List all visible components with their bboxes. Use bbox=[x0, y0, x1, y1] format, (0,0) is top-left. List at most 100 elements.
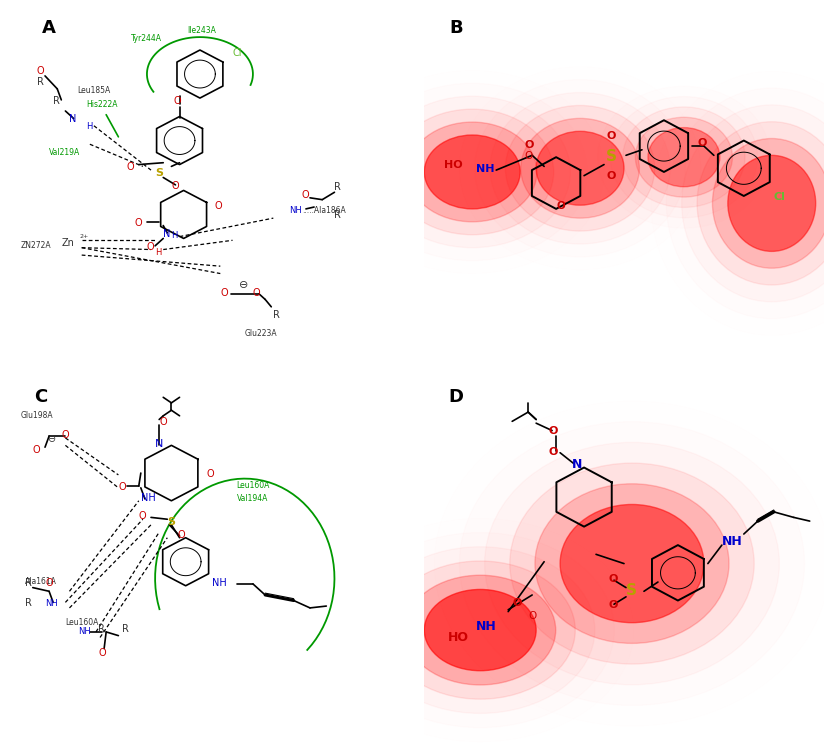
Text: C: C bbox=[34, 388, 47, 406]
Ellipse shape bbox=[535, 484, 729, 643]
Text: O: O bbox=[174, 96, 181, 106]
Ellipse shape bbox=[648, 127, 720, 187]
Text: Zn: Zn bbox=[62, 238, 74, 248]
Text: O: O bbox=[548, 426, 557, 437]
Text: R: R bbox=[273, 310, 280, 320]
Text: O: O bbox=[608, 574, 617, 584]
Text: NH: NH bbox=[212, 578, 227, 588]
Ellipse shape bbox=[536, 131, 624, 205]
Ellipse shape bbox=[510, 463, 754, 664]
Text: O: O bbox=[32, 445, 41, 455]
Text: D: D bbox=[448, 388, 463, 406]
Text: N: N bbox=[572, 458, 582, 470]
Text: Tyr244A: Tyr244A bbox=[131, 34, 161, 43]
Ellipse shape bbox=[712, 139, 831, 268]
Text: O: O bbox=[98, 648, 106, 658]
Ellipse shape bbox=[560, 504, 704, 623]
Text: NH: NH bbox=[290, 206, 302, 215]
Text: Glu223A: Glu223A bbox=[245, 329, 277, 339]
Ellipse shape bbox=[404, 575, 556, 685]
Ellipse shape bbox=[385, 561, 575, 699]
Text: Ile243A: Ile243A bbox=[188, 26, 216, 35]
Text: R: R bbox=[98, 624, 105, 634]
Text: O: O bbox=[524, 140, 533, 150]
Text: O: O bbox=[177, 530, 186, 540]
Ellipse shape bbox=[636, 118, 732, 197]
Text: NH: NH bbox=[45, 599, 57, 608]
Text: O: O bbox=[62, 430, 69, 440]
Text: O: O bbox=[45, 578, 52, 588]
Text: HO: HO bbox=[448, 631, 469, 644]
Text: NH: NH bbox=[141, 493, 156, 503]
Text: Leu185A: Leu185A bbox=[77, 85, 111, 94]
Text: O: O bbox=[159, 417, 166, 427]
Text: S: S bbox=[155, 167, 163, 178]
Text: Val219A: Val219A bbox=[49, 149, 81, 158]
Text: N: N bbox=[163, 228, 171, 238]
Text: ZN272A: ZN272A bbox=[21, 241, 52, 250]
Ellipse shape bbox=[623, 107, 745, 207]
Text: O: O bbox=[608, 600, 617, 610]
Ellipse shape bbox=[697, 121, 832, 285]
Text: R: R bbox=[25, 598, 32, 608]
Text: S: S bbox=[606, 149, 617, 164]
Text: O: O bbox=[528, 611, 537, 621]
Text: H: H bbox=[155, 248, 161, 257]
Text: R: R bbox=[25, 578, 32, 588]
Text: O: O bbox=[556, 201, 565, 211]
Text: Cl: Cl bbox=[233, 48, 242, 57]
Text: .....Ala186A: .....Ala186A bbox=[302, 206, 345, 215]
Text: O: O bbox=[37, 66, 44, 76]
Text: O: O bbox=[171, 180, 179, 191]
Text: O: O bbox=[220, 288, 228, 298]
Text: S: S bbox=[167, 516, 176, 527]
Text: B: B bbox=[449, 19, 463, 37]
Text: O: O bbox=[135, 217, 142, 228]
Text: O: O bbox=[606, 171, 616, 182]
Text: R: R bbox=[53, 96, 60, 106]
Text: R: R bbox=[122, 624, 129, 634]
Text: 2+: 2+ bbox=[80, 234, 89, 240]
Text: O: O bbox=[139, 511, 146, 521]
Text: Leu160A: Leu160A bbox=[236, 481, 270, 490]
Ellipse shape bbox=[408, 122, 537, 222]
Text: O: O bbox=[302, 190, 310, 200]
Text: O: O bbox=[548, 446, 557, 457]
Text: O: O bbox=[513, 598, 522, 608]
Text: H: H bbox=[171, 231, 178, 241]
Text: O: O bbox=[524, 151, 532, 161]
Text: NH: NH bbox=[77, 627, 91, 636]
Text: S: S bbox=[626, 583, 637, 598]
Text: O: O bbox=[206, 469, 214, 479]
Text: O: O bbox=[118, 482, 126, 492]
Text: ⊖: ⊖ bbox=[239, 280, 248, 290]
Ellipse shape bbox=[391, 109, 554, 234]
Text: O: O bbox=[698, 138, 707, 148]
Text: R: R bbox=[334, 210, 341, 220]
Text: NH: NH bbox=[476, 620, 497, 633]
Ellipse shape bbox=[521, 118, 639, 218]
Text: Glu198A: Glu198A bbox=[21, 411, 53, 420]
Text: R: R bbox=[334, 182, 341, 192]
Ellipse shape bbox=[728, 155, 815, 251]
Text: N: N bbox=[155, 439, 163, 449]
Text: O: O bbox=[214, 201, 222, 211]
Text: R: R bbox=[37, 77, 44, 87]
Text: NH: NH bbox=[476, 164, 495, 174]
Text: HO: HO bbox=[444, 161, 463, 170]
Text: O: O bbox=[147, 241, 155, 252]
Ellipse shape bbox=[505, 106, 655, 231]
Text: His222A: His222A bbox=[86, 100, 117, 109]
Text: Leu160A: Leu160A bbox=[66, 618, 99, 627]
Text: O: O bbox=[253, 288, 260, 298]
Text: NH: NH bbox=[722, 535, 743, 548]
Text: ⊖: ⊖ bbox=[47, 434, 55, 443]
Text: O: O bbox=[606, 130, 616, 141]
Text: H: H bbox=[86, 122, 92, 131]
Ellipse shape bbox=[424, 590, 536, 671]
Text: Ala161A: Ala161A bbox=[25, 577, 57, 586]
Text: Cl: Cl bbox=[774, 192, 785, 201]
Ellipse shape bbox=[424, 135, 520, 209]
Text: O: O bbox=[126, 162, 134, 172]
Text: Val194A: Val194A bbox=[236, 494, 268, 503]
